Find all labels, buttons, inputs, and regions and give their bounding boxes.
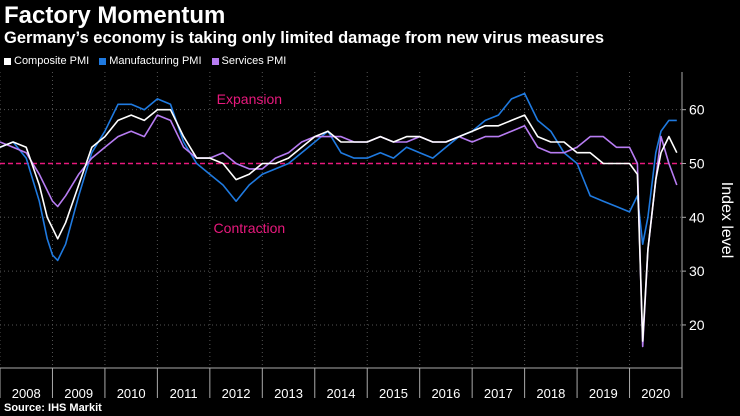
chart-subtitle: Germany’s economy is taking only limited…: [4, 29, 605, 47]
y-tick-label-30: 30: [689, 263, 705, 279]
legend: Composite PMI Manufacturing PMI Services…: [4, 54, 286, 68]
x-tick-label-2018: 2018: [536, 386, 565, 401]
x-tick-label-2011: 2011: [170, 386, 198, 401]
series-layer: [0, 92, 678, 348]
y-tick-label-60: 60: [689, 102, 705, 118]
legend-label-manufacturing: Manufacturing PMI: [109, 55, 202, 67]
x-tick-label-2020: 2020: [641, 386, 670, 401]
grid: [0, 72, 683, 368]
legend-item-manufacturing: Manufacturing PMI: [99, 54, 202, 68]
chart-title: Factory Momentum: [4, 2, 226, 29]
annotation-0: Expansion: [217, 91, 282, 107]
legend-swatch-services: [211, 57, 219, 65]
legend-item-services: Services PMI: [211, 54, 287, 68]
series-line-manufacturing: [0, 92, 677, 262]
series-line-services: [0, 114, 678, 348]
x-tick-label-2009: 2009: [64, 386, 93, 401]
x-tick-label-2013: 2013: [274, 386, 303, 401]
reference-layer: Expansion Contraction: [0, 91, 682, 236]
x-tick-label-2010: 2010: [117, 386, 146, 401]
y-tick-label-20: 20: [689, 317, 705, 333]
y-axis-label: Index level: [718, 182, 735, 259]
x-tick-label-2014: 2014: [327, 386, 356, 401]
legend-item-composite: Composite PMI: [4, 54, 89, 68]
x-tick-label-2008: 2008: [12, 386, 41, 401]
x-tick-label-2012: 2012: [222, 386, 251, 401]
x-tick-label-2017: 2017: [484, 386, 513, 401]
y-tick-label-40: 40: [689, 209, 705, 225]
legend-label-services: Services PMI: [221, 55, 287, 67]
legend-label-composite: Composite PMI: [14, 55, 90, 67]
y-tick-label-50: 50: [689, 155, 705, 171]
legend-swatch-manufacturing: [99, 57, 107, 65]
legend-swatch-composite: [4, 57, 11, 65]
x-tick-label-2019: 2019: [589, 386, 618, 401]
axes: 20 30 40 50 60 2008 2009 2010 2011 2012 2013 2014 20…: [0, 72, 735, 401]
source-note: Source: IHS Markit: [4, 402, 102, 414]
x-tick-label-2015: 2015: [379, 386, 408, 401]
x-tick-label-2016: 2016: [431, 386, 460, 401]
annotation-1: Contraction: [214, 220, 286, 236]
series-line-composite: [0, 108, 678, 342]
